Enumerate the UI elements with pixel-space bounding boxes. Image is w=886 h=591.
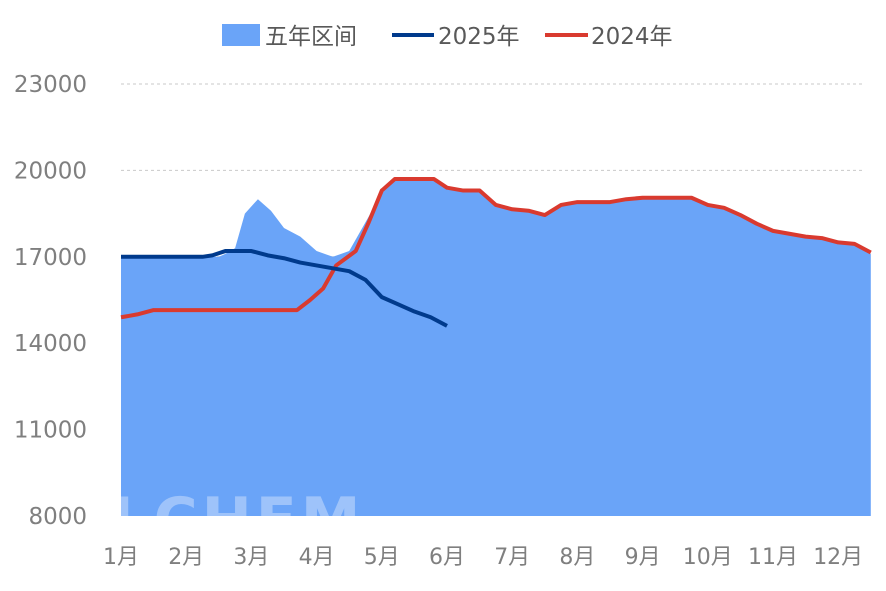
x-tick-label: 4月 <box>299 545 335 570</box>
five-year-range-area <box>121 179 871 517</box>
legend-label-2024: 2024年 <box>591 24 673 50</box>
legend: 五年区间 2025年 2024年 <box>222 24 673 50</box>
x-tick-label: 12月 <box>813 545 863 570</box>
x-tick-label: 5月 <box>364 545 400 570</box>
x-tick-label: 9月 <box>625 545 661 570</box>
series-2024-line <box>120 177 872 320</box>
legend-label-five-year-range: 五年区间 <box>265 24 357 50</box>
y-axis: 23000 20000 17000 14000 11000 8000 <box>14 72 87 530</box>
x-tick-label: 2月 <box>168 545 204 570</box>
legend-label-2025: 2025年 <box>438 24 520 50</box>
y-tick-label: 23000 <box>14 72 87 98</box>
x-tick-label: 8月 <box>559 545 595 570</box>
x-tick-label: 6月 <box>429 545 465 570</box>
x-tick-label: 1月 <box>103 545 139 570</box>
x-axis: 1月 2月 3月 4月 5月 6月 7月 8月 9月 10月 11月 12月 <box>103 545 863 570</box>
x-tick-label: 11月 <box>748 545 798 570</box>
y-tick-label: 11000 <box>14 418 87 444</box>
watermark: OILCHEM <box>30 485 365 555</box>
y-tick-label: 17000 <box>14 245 87 271</box>
x-tick-label: 10月 <box>683 545 733 570</box>
x-tick-label: 3月 <box>233 545 269 570</box>
y-tick-label: 14000 <box>14 331 87 357</box>
x-tick-label: 7月 <box>494 545 530 570</box>
y-tick-label: 20000 <box>14 158 87 184</box>
legend-swatch-five-year-range <box>222 24 260 46</box>
series-2025-line <box>121 249 448 328</box>
y-tick-label: 8000 <box>28 504 87 530</box>
